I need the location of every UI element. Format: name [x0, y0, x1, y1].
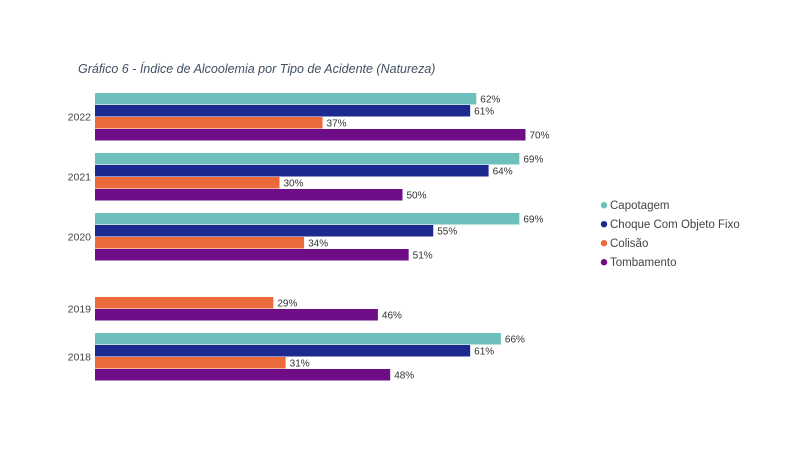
bar-2022-tombamento	[95, 129, 526, 141]
data-label: 70%	[530, 130, 550, 141]
legend-marker	[600, 240, 608, 247]
data-label: 62%	[480, 94, 500, 105]
legend-label: Colisão	[610, 238, 648, 250]
bar-2021-capotagem	[95, 153, 520, 165]
legend-label: Tombamento	[610, 257, 676, 269]
bar-2021-colis-o	[95, 177, 280, 189]
bar-2019-tombamento	[95, 309, 378, 321]
y-tick-label: 2021	[68, 172, 92, 184]
bar-2018-choque-com-objeto-fixo	[95, 345, 471, 357]
data-label: 61%	[474, 106, 494, 117]
legend: Capotagem Choque Com Objeto Fixo Colisão To…	[600, 200, 740, 269]
data-label: 69%	[523, 154, 543, 165]
bar-2018-tombamento	[95, 369, 391, 381]
legend-label: Choque Com Objeto Fixo	[610, 219, 740, 231]
y-tick-label: 2020	[68, 232, 92, 244]
legend-marker	[600, 259, 608, 266]
data-label: 30%	[284, 178, 304, 189]
data-label: 64%	[493, 166, 513, 177]
legend-item: Choque Com Objeto Fixo	[600, 219, 740, 231]
data-label: 61%	[474, 346, 494, 357]
plot-area: 62%61%37%70%202269%64%30%50%202169%55%34…	[68, 93, 550, 381]
data-label: 55%	[437, 226, 457, 237]
data-label: 50%	[407, 190, 427, 201]
bar-2018-colis-o	[95, 357, 286, 369]
bar-2021-choque-com-objeto-fixo	[95, 165, 489, 177]
data-label: 69%	[523, 214, 543, 225]
data-label: 34%	[308, 238, 328, 249]
bar-2020-colis-o	[95, 237, 305, 249]
y-tick-label: 2019	[68, 304, 92, 316]
legend-marker	[600, 202, 608, 209]
data-label: 46%	[382, 310, 402, 321]
data-label: 37%	[327, 118, 347, 129]
legend-label: Capotagem	[610, 200, 669, 212]
bar-2019-colis-o	[95, 297, 274, 309]
chart-title: Gráfico 6 - Índice de Alcoolemia por Tip…	[78, 61, 435, 76]
y-tick-label: 2018	[68, 352, 92, 364]
data-label: 29%	[277, 298, 297, 309]
bar-2020-capotagem	[95, 213, 520, 225]
bar-2022-choque-com-objeto-fixo	[95, 105, 471, 117]
legend-marker	[600, 221, 608, 228]
bar-2020-choque-com-objeto-fixo	[95, 225, 434, 237]
bar-2021-tombamento	[95, 189, 403, 201]
data-label: 31%	[290, 358, 310, 369]
bar-2020-tombamento	[95, 249, 409, 261]
legend-item: Capotagem	[600, 200, 669, 212]
legend-item: Tombamento	[600, 257, 676, 269]
bar-2022-colis-o	[95, 117, 323, 129]
bar-2018-capotagem	[95, 333, 501, 345]
data-label: 51%	[413, 250, 433, 261]
legend-item: Colisão	[600, 238, 648, 250]
data-label: 48%	[394, 370, 414, 381]
y-tick-label: 2022	[68, 112, 92, 124]
bar-2022-capotagem	[95, 93, 477, 105]
data-label: 66%	[505, 334, 525, 345]
